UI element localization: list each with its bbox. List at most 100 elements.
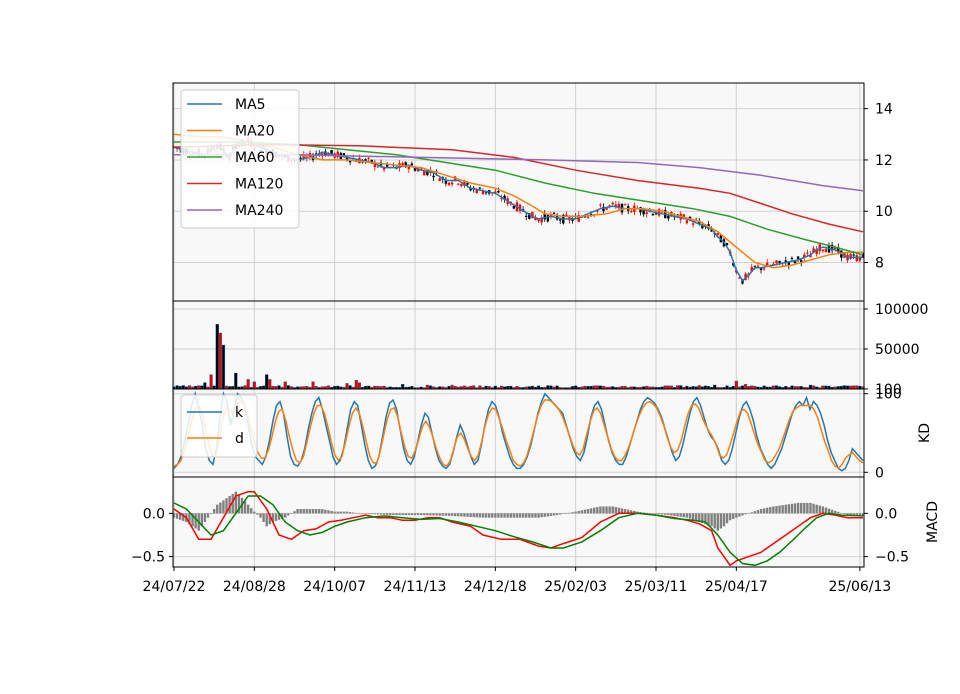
- macd-histogram-bar: [546, 513, 550, 517]
- price-y-tick-label: 8: [875, 256, 884, 272]
- macd-histogram-bar: [580, 510, 584, 514]
- macd-histogram-bar: [352, 512, 355, 514]
- candle-body: [716, 233, 719, 235]
- x-tick-label: 24/12/18: [464, 579, 527, 595]
- legend-label: d: [235, 431, 244, 447]
- macd-histogram-bar: [596, 507, 599, 514]
- volume-bar: [252, 381, 256, 390]
- macd-histogram-bar: [614, 507, 618, 514]
- macd-histogram-bar: [469, 513, 472, 517]
- macd-histogram-bar: [268, 513, 271, 525]
- macd-histogram-bar: [528, 513, 531, 518]
- macd-histogram-bar: [444, 513, 448, 516]
- macd-histogram-bar: [784, 504, 787, 514]
- macd-histogram-bar: [633, 510, 636, 514]
- macd-histogram-bar: [419, 513, 423, 516]
- macd-histogram-bar: [457, 513, 460, 517]
- macd-histogram-bar: [373, 513, 377, 515]
- macd-histogram-bar: [284, 513, 287, 518]
- candle-body: [404, 162, 407, 168]
- macd-histogram-bar: [642, 512, 645, 514]
- macd-histogram-bar: [299, 509, 302, 514]
- macd-histogram-bar: [404, 513, 407, 516]
- macd-histogram-bar: [651, 513, 655, 514]
- macd-histogram-bar: [772, 506, 775, 514]
- macd-histogram-bar: [716, 513, 719, 531]
- macd-histogram: [172, 491, 865, 531]
- macd-histogram-bar: [750, 512, 753, 514]
- macd-histogram-bar: [830, 509, 834, 514]
- candle-body: [478, 187, 482, 189]
- macd-histogram-bar: [497, 513, 500, 518]
- macd-histogram-bar: [682, 513, 685, 518]
- macd-histogram-bar: [262, 513, 265, 522]
- volume-bar: [734, 380, 738, 390]
- macd-histogram-bar: [290, 513, 293, 514]
- candle-body: [531, 211, 534, 219]
- candle-body: [481, 191, 485, 195]
- macd-histogram-bar: [253, 511, 256, 514]
- macd-histogram-bar: [775, 505, 778, 514]
- candle-body: [651, 213, 655, 216]
- volume-bar: [218, 332, 222, 390]
- candle-body: [732, 263, 735, 266]
- candle-body: [614, 204, 618, 207]
- macd-histogram-bar: [296, 509, 299, 514]
- macd-histogram-bar: [385, 513, 389, 515]
- macd-histogram-bar: [660, 513, 664, 515]
- volume-bar: [348, 385, 352, 390]
- macd-histogram-bar: [824, 507, 828, 514]
- macd-histogram-bar: [491, 513, 494, 518]
- macd-histogram-bar: [478, 513, 482, 518]
- macd-histogram-bar: [484, 513, 488, 518]
- macd-histogram-bar: [503, 513, 506, 518]
- candle-body: [460, 183, 463, 186]
- macd-histogram-bar: [562, 513, 565, 514]
- volume-y-tick-label: 100000: [875, 302, 928, 318]
- volume-bar: [595, 385, 599, 390]
- macd-histogram-bar: [620, 508, 624, 514]
- candle-body: [444, 179, 448, 184]
- volume-bar: [774, 385, 779, 390]
- macd-histogram-bar: [592, 507, 596, 514]
- volume-y-tick-label: 50000: [875, 342, 920, 358]
- candle-body: [617, 204, 621, 209]
- volume-bar: [215, 324, 219, 390]
- macd-histogram-bar: [398, 513, 401, 516]
- macd-histogram-bar: [407, 513, 411, 516]
- macd-histogram-bar: [302, 509, 305, 514]
- x-tick-label: 24/11/13: [384, 579, 447, 595]
- candle-body: [364, 159, 367, 162]
- macd-histogram-bar: [175, 513, 179, 519]
- macd-y-tick-label-right: −0.5: [875, 550, 909, 566]
- volume-bar: [478, 385, 482, 390]
- candle-body: [432, 175, 435, 178]
- macd-histogram-bar: [623, 509, 627, 514]
- price-y-tick-label: 10: [875, 204, 893, 220]
- macd-histogram-bar: [460, 513, 463, 517]
- macd-histogram-bar: [188, 513, 191, 525]
- macd-histogram-bar: [611, 506, 614, 514]
- candle-body: [342, 153, 346, 157]
- macd-histogram-bar: [688, 513, 692, 519]
- macd-histogram-bar: [803, 502, 806, 514]
- candle-body: [778, 260, 781, 263]
- candle-body: [630, 211, 633, 213]
- macd-histogram-bar: [472, 513, 475, 518]
- candle-body: [345, 157, 349, 160]
- macd-histogram-bar: [521, 513, 525, 518]
- candle-body: [599, 204, 602, 206]
- macd-histogram-bar: [209, 513, 213, 514]
- volume-bar: [472, 385, 476, 390]
- macd-histogram-bar: [809, 502, 812, 514]
- macd-histogram-bar: [599, 506, 602, 514]
- macd-histogram-bar: [246, 504, 250, 514]
- macd-histogram-bar: [701, 513, 704, 524]
- macd-histogram-bar: [762, 508, 766, 514]
- macd-histogram-bar: [534, 513, 537, 518]
- macd-histogram-bar: [713, 513, 716, 529]
- volume-bar: [401, 384, 405, 390]
- candle-body: [623, 204, 627, 206]
- macd-histogram-bar: [679, 513, 682, 517]
- candle-body: [528, 213, 531, 219]
